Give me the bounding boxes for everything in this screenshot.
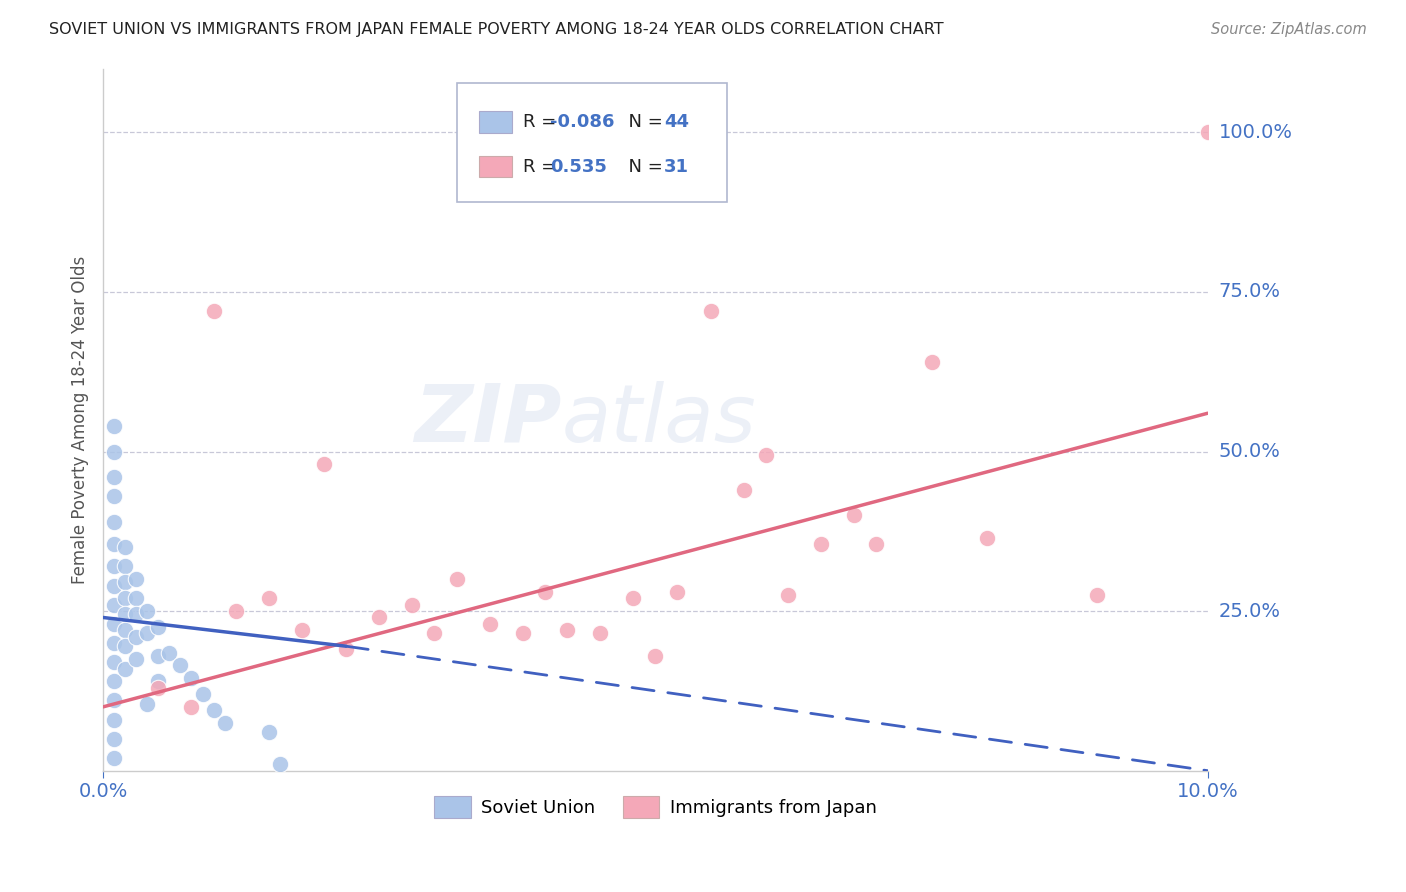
Point bbox=[446, 572, 468, 586]
Point bbox=[921, 355, 943, 369]
Point bbox=[644, 648, 666, 663]
Point bbox=[103, 559, 125, 574]
FancyBboxPatch shape bbox=[457, 83, 727, 202]
Text: R =: R = bbox=[523, 158, 562, 176]
Point bbox=[191, 687, 214, 701]
Point bbox=[103, 537, 125, 551]
Bar bbox=[478, 112, 512, 133]
Point bbox=[125, 652, 148, 666]
Point bbox=[103, 419, 125, 434]
Point bbox=[103, 515, 125, 529]
Text: 75.0%: 75.0% bbox=[1219, 283, 1281, 301]
Point bbox=[257, 725, 280, 739]
Point bbox=[103, 713, 125, 727]
Text: atlas: atlas bbox=[561, 381, 756, 458]
Text: Source: ZipAtlas.com: Source: ZipAtlas.com bbox=[1211, 22, 1367, 37]
Text: N =: N = bbox=[617, 158, 668, 176]
Bar bbox=[478, 156, 512, 178]
Text: N =: N = bbox=[617, 113, 668, 131]
Point bbox=[335, 642, 357, 657]
Point bbox=[844, 508, 866, 523]
Point bbox=[512, 626, 534, 640]
Point bbox=[401, 598, 423, 612]
Point bbox=[269, 757, 291, 772]
Point bbox=[157, 646, 180, 660]
Point bbox=[114, 607, 136, 622]
Point bbox=[103, 693, 125, 707]
Point bbox=[103, 444, 125, 458]
Point bbox=[225, 604, 247, 618]
Point bbox=[148, 620, 170, 634]
Point bbox=[202, 304, 225, 318]
Point bbox=[478, 616, 501, 631]
Point bbox=[368, 610, 391, 624]
Point bbox=[148, 674, 170, 689]
Point bbox=[125, 591, 148, 606]
Text: 31: 31 bbox=[664, 158, 689, 176]
Text: 25.0%: 25.0% bbox=[1219, 601, 1281, 621]
Text: -0.086: -0.086 bbox=[551, 113, 614, 131]
Point bbox=[103, 751, 125, 765]
Point bbox=[114, 624, 136, 638]
Point bbox=[103, 598, 125, 612]
Point bbox=[312, 458, 335, 472]
Point bbox=[589, 626, 612, 640]
Point bbox=[125, 572, 148, 586]
Text: 100.0%: 100.0% bbox=[1219, 123, 1292, 142]
Point bbox=[148, 681, 170, 695]
Point bbox=[810, 537, 832, 551]
Point bbox=[114, 639, 136, 653]
Point bbox=[699, 304, 721, 318]
Point bbox=[136, 697, 159, 711]
Point bbox=[621, 591, 644, 606]
Point bbox=[733, 483, 755, 497]
Point bbox=[125, 630, 148, 644]
Point bbox=[103, 470, 125, 484]
Text: 44: 44 bbox=[664, 113, 689, 131]
Point bbox=[103, 655, 125, 669]
Point bbox=[976, 531, 998, 545]
Point bbox=[666, 585, 689, 599]
Point bbox=[755, 448, 778, 462]
Point bbox=[291, 624, 314, 638]
Text: 0.535: 0.535 bbox=[551, 158, 607, 176]
Text: R =: R = bbox=[523, 113, 562, 131]
Point bbox=[103, 731, 125, 746]
Point bbox=[776, 588, 799, 602]
Point bbox=[257, 591, 280, 606]
Point bbox=[1197, 125, 1219, 139]
Point bbox=[202, 703, 225, 717]
Point bbox=[103, 616, 125, 631]
Point bbox=[136, 626, 159, 640]
Point bbox=[103, 578, 125, 592]
Point bbox=[180, 699, 202, 714]
Text: ZIP: ZIP bbox=[415, 381, 561, 458]
Point bbox=[180, 671, 202, 685]
Point bbox=[136, 604, 159, 618]
Point bbox=[169, 658, 191, 673]
Point bbox=[103, 636, 125, 650]
Point bbox=[423, 626, 446, 640]
Point bbox=[114, 575, 136, 590]
Point bbox=[114, 591, 136, 606]
Point bbox=[534, 585, 557, 599]
Legend: Soviet Union, Immigrants from Japan: Soviet Union, Immigrants from Japan bbox=[427, 789, 883, 825]
Point bbox=[103, 489, 125, 503]
Point bbox=[1085, 588, 1108, 602]
Y-axis label: Female Poverty Among 18-24 Year Olds: Female Poverty Among 18-24 Year Olds bbox=[72, 255, 89, 583]
Point bbox=[125, 607, 148, 622]
Point bbox=[555, 624, 578, 638]
Point bbox=[114, 541, 136, 555]
Point bbox=[114, 662, 136, 676]
Text: SOVIET UNION VS IMMIGRANTS FROM JAPAN FEMALE POVERTY AMONG 18-24 YEAR OLDS CORRE: SOVIET UNION VS IMMIGRANTS FROM JAPAN FE… bbox=[49, 22, 943, 37]
Point bbox=[103, 674, 125, 689]
Point bbox=[114, 559, 136, 574]
Point bbox=[865, 537, 887, 551]
Point bbox=[148, 648, 170, 663]
Point bbox=[214, 715, 236, 730]
Text: 50.0%: 50.0% bbox=[1219, 442, 1281, 461]
